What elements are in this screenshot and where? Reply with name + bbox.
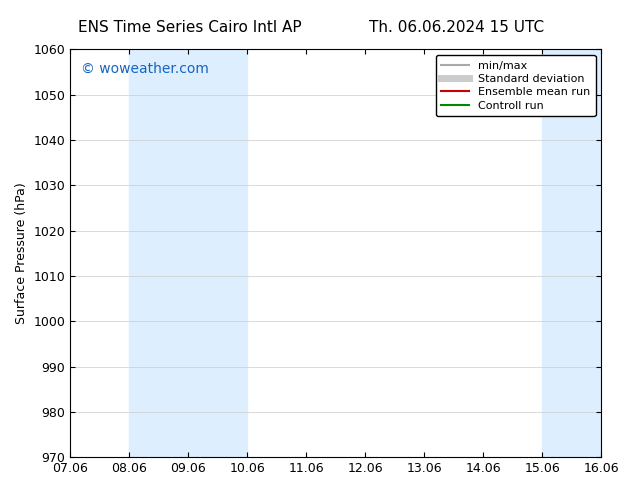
Text: Th. 06.06.2024 15 UTC: Th. 06.06.2024 15 UTC (369, 20, 544, 35)
Bar (129, 49, 247, 457)
Bar (542, 49, 601, 457)
Y-axis label: Surface Pressure (hPa): Surface Pressure (hPa) (15, 182, 28, 324)
Text: ENS Time Series Cairo Intl AP: ENS Time Series Cairo Intl AP (79, 20, 302, 35)
Legend: min/max, Standard deviation, Ensemble mean run, Controll run: min/max, Standard deviation, Ensemble me… (436, 55, 595, 116)
Text: © woweather.com: © woweather.com (81, 62, 209, 75)
